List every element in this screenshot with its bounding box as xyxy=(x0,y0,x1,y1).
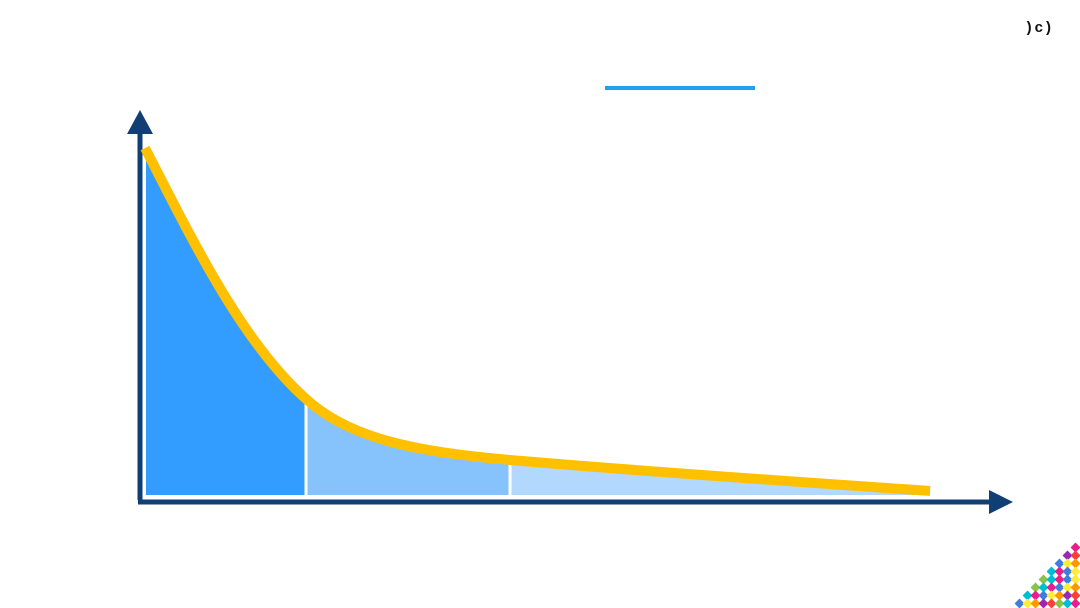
mosaic-tile xyxy=(1054,590,1065,601)
corner-label: )c) xyxy=(1026,19,1054,36)
mosaic-triangle-icon xyxy=(1014,542,1080,608)
mosaic-tile xyxy=(1038,574,1049,585)
mosaic-tile xyxy=(1070,542,1080,553)
mosaic-tile xyxy=(1070,582,1080,593)
mosaic-tile xyxy=(1062,558,1073,569)
mosaic-tile xyxy=(1054,566,1065,577)
mosaic-tile xyxy=(1054,598,1065,608)
mosaic-tile xyxy=(1046,590,1057,601)
mosaic-tile xyxy=(1054,582,1065,593)
mosaic-tile xyxy=(1038,598,1049,608)
mosaic-tile xyxy=(1070,558,1080,569)
mosaic-tile xyxy=(1022,598,1033,608)
mosaic-tile xyxy=(1062,566,1073,577)
mosaic-tile xyxy=(1070,590,1080,601)
mosaic-tile xyxy=(1030,598,1041,608)
mosaic-tile xyxy=(1062,598,1073,608)
mosaic-tile xyxy=(1070,574,1080,585)
mosaic-tile xyxy=(1062,550,1073,561)
mosaic-tile xyxy=(1070,550,1080,561)
mosaic-tile xyxy=(1030,590,1041,601)
mosaic-tile xyxy=(1054,574,1065,585)
mosaic-tile xyxy=(1030,582,1041,593)
decay-curve xyxy=(140,145,931,496)
mosaic-tile xyxy=(1046,566,1057,577)
mosaic-tile xyxy=(1046,598,1057,608)
mosaic-tile xyxy=(1062,582,1073,593)
mosaic-tile xyxy=(1062,574,1073,585)
mosaic-tile xyxy=(1070,566,1080,577)
mosaic-tile xyxy=(1070,598,1080,608)
mosaic-tile xyxy=(1054,558,1065,569)
mosaic-tile xyxy=(1038,582,1049,593)
mosaic-tile xyxy=(1038,590,1049,601)
mosaic-tile xyxy=(1046,582,1057,593)
arrow-right-icon xyxy=(989,490,1013,514)
mosaic-tile xyxy=(1062,590,1073,601)
mosaic-tile xyxy=(1046,574,1057,585)
legend-line xyxy=(605,86,755,90)
arrow-up-icon xyxy=(127,110,153,134)
mosaic-tile xyxy=(1022,590,1033,601)
mosaic-tile xyxy=(1014,598,1025,608)
